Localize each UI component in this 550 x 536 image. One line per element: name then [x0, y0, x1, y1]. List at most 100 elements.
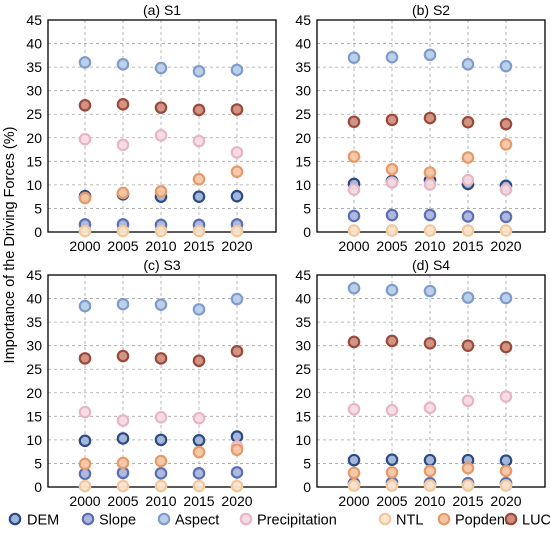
- legend-label-lucc: LUCC: [522, 513, 550, 529]
- data-point-popdens: [192, 445, 206, 459]
- data-point-precipitation: [347, 183, 361, 196]
- legend: DEM Slope Aspect Precipitation NTL Popdens LUC…: [8, 512, 550, 529]
- y-tick-label: 40: [26, 36, 42, 52]
- x-tick-label: 2000: [338, 493, 369, 509]
- data-point-precipitation: [461, 394, 475, 408]
- data-point-lucc: [116, 98, 130, 111]
- data-point-precipitation: [499, 390, 513, 403]
- y-tick-label: 0: [303, 224, 311, 240]
- data-point-aspect: [347, 51, 361, 64]
- data-point-lucc: [78, 352, 92, 365]
- data-point-precipitation: [461, 173, 475, 187]
- legend-marker-dem: [8, 512, 22, 526]
- data-point-precipitation: [192, 411, 206, 425]
- data-point-slope: [230, 466, 244, 479]
- legend-label-aspect: Aspect: [175, 513, 219, 529]
- data-point-ntl: [423, 224, 437, 237]
- y-tick-label: 5: [303, 455, 311, 471]
- panel-title: (a) S1: [143, 2, 181, 18]
- y-tick-label: 20: [26, 130, 42, 146]
- data-point-slope: [154, 467, 168, 480]
- x-tick-label: 2020: [221, 493, 252, 509]
- data-point-popdens: [192, 172, 206, 186]
- x-tick-label: 2015: [183, 238, 214, 254]
- data-point-lucc: [154, 352, 168, 365]
- y-tick-label: 5: [34, 200, 42, 216]
- data-point-dem: [78, 434, 92, 448]
- data-point-ntl: [499, 479, 513, 492]
- x-tick-label: 2000: [338, 238, 369, 254]
- y-tick-label: 10: [295, 432, 311, 448]
- data-point-aspect: [461, 57, 475, 71]
- data-point-aspect: [461, 291, 475, 304]
- data-point-dem: [116, 432, 130, 445]
- data-point-dem: [385, 453, 399, 466]
- data-point-aspect: [116, 57, 130, 71]
- data-point-precipitation: [78, 132, 92, 146]
- data-point-lucc: [230, 345, 244, 358]
- y-tick-label: 20: [26, 385, 42, 401]
- data-point-popdens: [116, 186, 130, 200]
- data-point-dem: [499, 454, 513, 467]
- data-point-ntl: [499, 224, 513, 237]
- data-point-ntl: [347, 224, 361, 237]
- y-tick-label: 35: [26, 314, 42, 330]
- data-point-popdens: [154, 185, 168, 198]
- x-tick-label: 2005: [107, 493, 138, 509]
- y-tick-label: 15: [26, 153, 42, 169]
- data-point-lucc: [154, 101, 168, 114]
- data-point-aspect: [192, 303, 206, 316]
- data-point-ntl: [230, 224, 244, 238]
- data-point-precipitation: [154, 410, 168, 424]
- y-tick-label: 45: [26, 12, 42, 28]
- data-point-aspect: [423, 284, 437, 298]
- data-point-ntl: [461, 479, 475, 492]
- data-point-precipitation: [154, 129, 168, 142]
- legend-marker-ntl: [378, 512, 392, 526]
- legend-label-dem: DEM: [27, 513, 59, 529]
- data-point-popdens: [423, 166, 437, 179]
- data-point-lucc: [499, 340, 513, 354]
- data-point-aspect: [385, 283, 399, 297]
- data-point-ntl: [385, 479, 399, 492]
- y-tick-label: 20: [295, 385, 311, 401]
- data-point-popdens: [230, 443, 244, 457]
- data-point-aspect: [230, 63, 244, 77]
- y-tick-label: 35: [295, 59, 311, 75]
- chart-panel-2: 0 5 10 15 20 25 30 35 40 45 2000 2005 2010 2015 2020 (b…: [295, 2, 546, 254]
- legend-label-precipitation: Precipitation: [257, 513, 337, 529]
- data-point-lucc: [347, 335, 361, 349]
- data-point-slope: [423, 208, 437, 222]
- data-point-ntl: [116, 479, 130, 493]
- data-point-ntl: [78, 479, 92, 493]
- x-tick-label: 2010: [414, 493, 445, 509]
- data-point-ntl: [78, 224, 92, 238]
- data-point-popdens: [385, 163, 399, 176]
- data-point-slope: [385, 208, 399, 222]
- chart-panel-3: 0 5 10 15 20 25 30 35 40 45 2000 2005 2010 2015 2020 (c…: [26, 257, 277, 509]
- y-tick-label: 35: [26, 59, 42, 75]
- data-point-lucc: [461, 115, 475, 129]
- y-tick-label: 25: [295, 361, 311, 377]
- y-tick-label: 45: [26, 267, 42, 283]
- data-point-aspect: [154, 61, 168, 75]
- y-tick-label: 10: [26, 177, 42, 193]
- data-point-popdens: [154, 454, 168, 468]
- y-tick-label: 10: [26, 432, 42, 448]
- y-tick-label: 40: [26, 291, 42, 307]
- data-point-lucc: [347, 115, 361, 129]
- y-tick-label: 25: [295, 106, 311, 122]
- y-tick-label: 30: [295, 83, 311, 99]
- y-tick-label: 40: [295, 36, 311, 52]
- data-point-precipitation: [385, 403, 399, 417]
- y-tick-label: 15: [295, 408, 311, 424]
- data-point-lucc: [78, 98, 92, 112]
- data-point-popdens: [385, 466, 399, 479]
- data-point-dem: [347, 453, 361, 467]
- data-point-aspect: [499, 59, 513, 73]
- data-point-aspect: [385, 50, 399, 64]
- data-point-aspect: [78, 299, 92, 313]
- data-point-aspect: [347, 281, 361, 295]
- legend-label-popdens: Popdens: [455, 513, 512, 529]
